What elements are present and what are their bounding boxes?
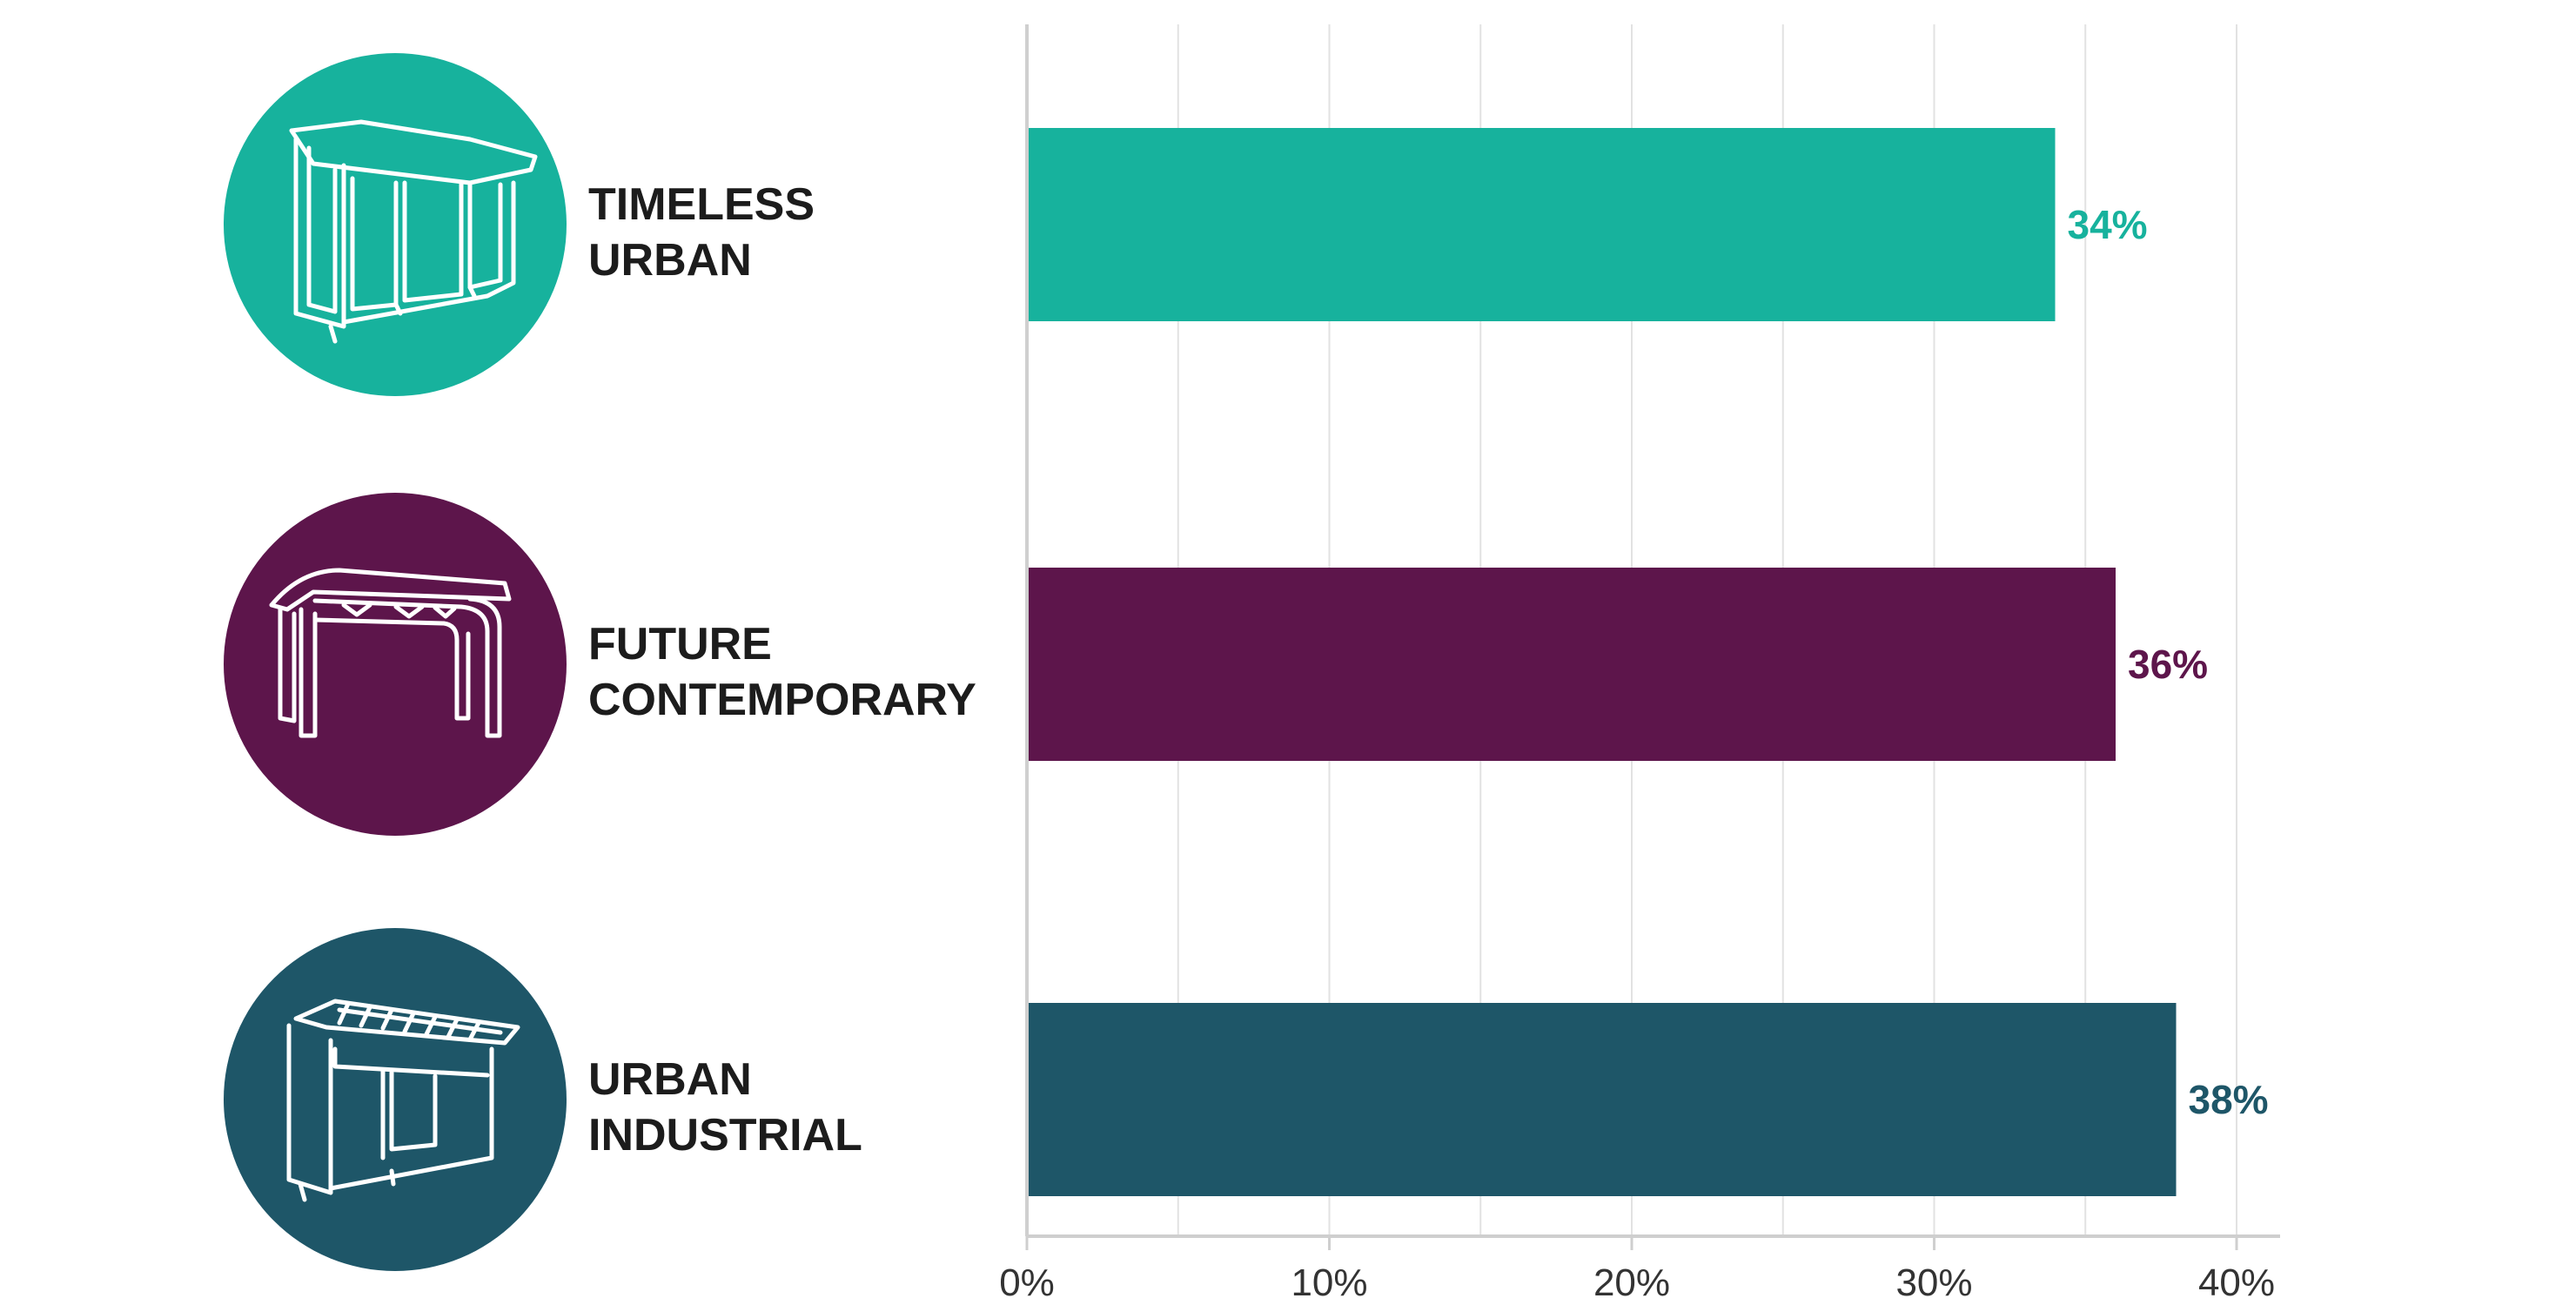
category-label-line2: CONTEMPORARY xyxy=(588,675,976,725)
category-label-line2: URBAN xyxy=(588,235,752,286)
icon-circle xyxy=(224,928,567,1271)
x-tick-label: 40% xyxy=(2198,1261,2275,1304)
category-label-line2: INDUSTRIAL xyxy=(588,1110,862,1160)
bus-shelter-industrial-icon xyxy=(224,928,567,1271)
bus-shelter-future-icon xyxy=(224,493,567,836)
x-tick-label: 20% xyxy=(1593,1261,1670,1304)
category-label-future-contemporary: FUTURE CONTEMPORARY xyxy=(588,619,976,725)
category-label-line1: FUTURE xyxy=(588,619,772,669)
value-labels: 34% 36% 38% xyxy=(2068,202,2269,1122)
value-label: 38% xyxy=(2189,1077,2269,1122)
bars xyxy=(1029,128,2177,1196)
category-label-line1: TIMELESS xyxy=(588,179,815,230)
bar xyxy=(1029,1003,2177,1196)
value-label: 36% xyxy=(2128,642,2208,687)
x-tick-labels: 0% 10% 20% 30% 40% xyxy=(999,1236,2275,1304)
bus-shelter-timeless-icon xyxy=(224,53,567,396)
x-tick-label: 10% xyxy=(1291,1261,1367,1304)
bar xyxy=(1029,128,2056,321)
x-tick-label: 30% xyxy=(1895,1261,1972,1304)
category-label-timeless-urban: TIMELESS URBAN xyxy=(588,179,827,286)
bar xyxy=(1029,568,2116,761)
axes xyxy=(1025,24,2280,1238)
x-tick-label: 0% xyxy=(999,1261,1055,1304)
icon-circle xyxy=(224,493,567,836)
category-label-urban-industrial: URBAN INDUSTRIAL xyxy=(588,1054,862,1160)
category-label-line1: URBAN xyxy=(588,1054,752,1105)
value-label: 34% xyxy=(2068,202,2148,247)
